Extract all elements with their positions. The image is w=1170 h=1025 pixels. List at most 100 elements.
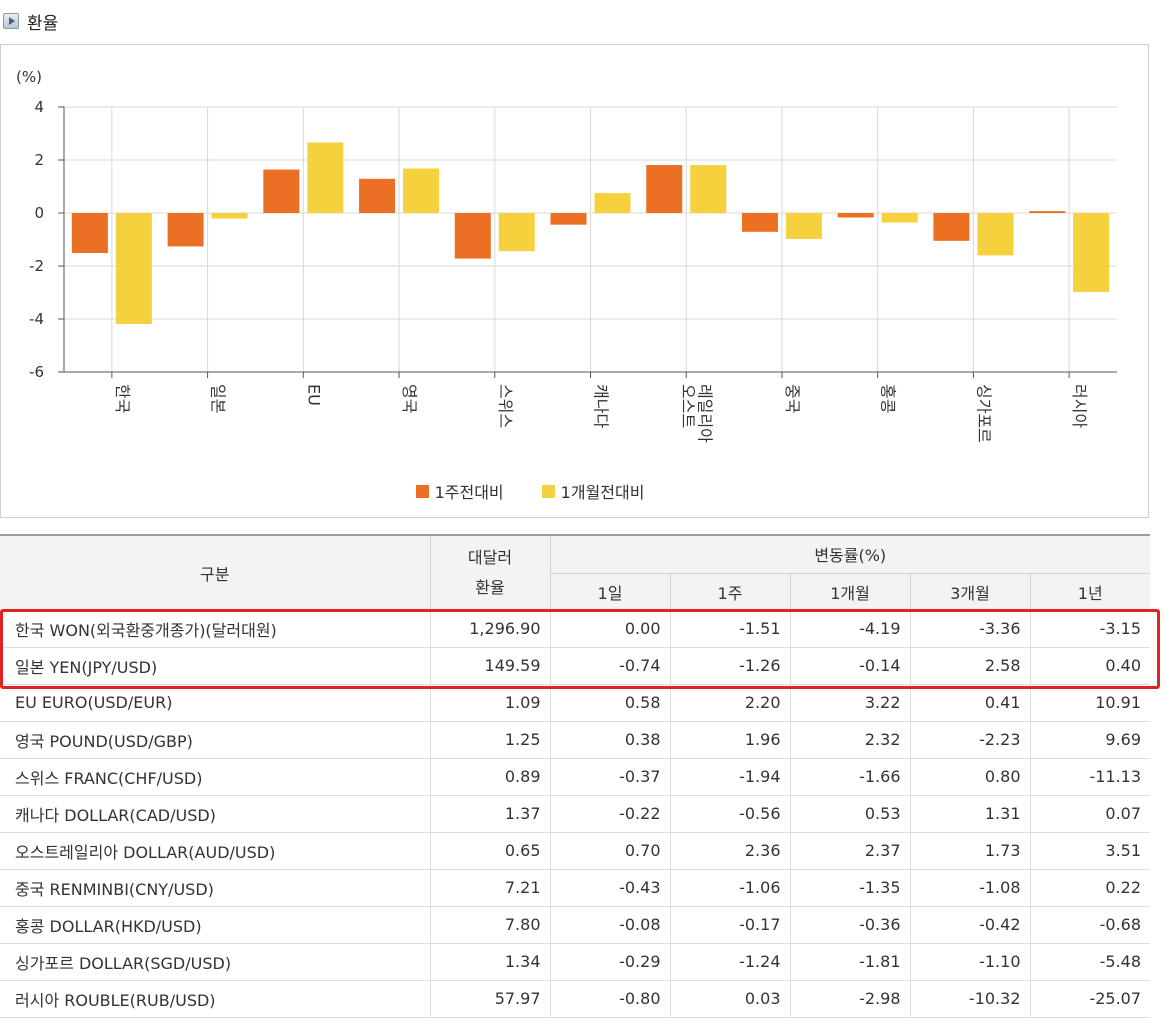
exchange-rate-chart: (%) 4 2 0 -2 -4 -6 한국 일본 EU 영국 스위스 캐나다 오스트 레일리아 중국 홍콩 싱가포… (0, 44, 1149, 518)
currency-name-cell: 영국 POUND(USD/GBP) (0, 720, 431, 759)
legend-label-monthly: 1개월전대비 (560, 483, 645, 502)
y-tick-label: -6 (29, 363, 44, 381)
x-tick-label-line: 한국 (113, 384, 132, 413)
change-rate-cell: -3.15 (1029, 609, 1151, 648)
x-tick-label-line: 중국 (783, 384, 802, 413)
change-rate-cell: -1.66 (789, 757, 911, 796)
currency-name-cell: 홍콩 DOLLAR(HKD/USD) (0, 905, 431, 944)
y-tick-label: -2 (29, 257, 44, 275)
x-tick-label-line: 일본 (209, 384, 228, 413)
change-rate-cell: -0.36 (789, 905, 911, 944)
y-tick-label: 4 (34, 98, 44, 116)
change-rate-cell: 0.41 (909, 683, 1031, 722)
table-row: 영국 POUND(USD/GBP) 1.25 0.38 1.96 2.32 -2.23 9.… (0, 720, 1151, 759)
header-period: 1개월 (789, 572, 911, 611)
change-rate-cell: -0.29 (549, 942, 671, 981)
bar-monthly (977, 213, 1014, 256)
exchange-rate-cell: 0.65 (429, 831, 551, 870)
change-rate-cell: -2.23 (909, 720, 1031, 759)
exchange-rate-cell: 149.59 (429, 646, 551, 685)
table-row: 싱가포르 DOLLAR(SGD/USD) 1.34 -0.29 -1.24 -1.81-… (0, 942, 1151, 981)
change-rate-cell: 0.00 (549, 609, 671, 648)
change-rate-cell: -0.74 (549, 646, 671, 685)
change-rate-cell: 2.37 (789, 831, 911, 870)
bar-weekly (454, 213, 491, 259)
bar-monthly (690, 165, 727, 213)
change-rate-cell: -1.10 (909, 942, 1031, 981)
section-header: 환율 (3, 9, 58, 34)
currency-name-cell: 한국 WON(외국환중개종가)(달러대원) (0, 609, 431, 648)
legend-item-weekly[interactable]: 1주전대비 (415, 479, 504, 503)
x-tick-label-line: 스위스 (496, 384, 515, 428)
exchange-rate-table: 구분 대달러 환율 변동률(%) 1일 1주 1개월 3개월 1년 한국 WON(외국환… (0, 534, 1151, 1018)
table-row: 러시아 ROUBLE(RUB/USD) 57.97 -0.80 0.03 -2.98 -1… (0, 979, 1151, 1018)
x-tick-label: 한국 (113, 384, 132, 413)
exchange-rate-cell: 0.89 (429, 757, 551, 796)
x-tick-label: 홍콩 (879, 384, 898, 413)
header-period: 1일 (550, 572, 671, 611)
currency-name-cell: 중국 RENMINBI(CNY/USD) (0, 868, 431, 907)
exchange-rate-cell: 7.21 (429, 868, 551, 907)
change-rate-cell: -4.19 (789, 609, 911, 648)
header-rate-line1: 대달러 (467, 547, 513, 567)
change-rate-cell: 0.07 (1029, 794, 1151, 833)
change-rate-cell: 10.91 (1029, 683, 1151, 722)
legend-item-monthly[interactable]: 1개월전대비 (541, 479, 645, 503)
bar-weekly (933, 213, 970, 241)
bar-monthly (211, 213, 248, 219)
x-tick-label: 오스트레일리아 (679, 384, 715, 443)
header-rate-line2: 환율 (475, 577, 505, 597)
currency-name-cell: 러시아 ROUBLE(RUB/USD) (0, 979, 431, 1018)
change-rate-cell: -1.94 (669, 757, 791, 796)
header-period: 1년 (1029, 572, 1151, 611)
chart-legend: 1주전대비 1개월전대비 (1, 479, 1059, 503)
x-tick-label: 영국 (400, 384, 419, 413)
x-tick-label: EU (304, 384, 323, 406)
bar-weekly (167, 213, 204, 247)
change-rate-cell: 0.38 (549, 720, 671, 759)
y-unit-label: (%) (16, 68, 42, 86)
bar-monthly (1073, 213, 1110, 292)
change-rate-cell: -2.98 (789, 979, 911, 1018)
play-arrow-icon (3, 13, 19, 29)
x-tick-label-line: 캐나다 (592, 384, 611, 428)
bar-weekly (263, 169, 300, 213)
currency-name-cell: 스위스 FRANC(CHF/USD) (0, 757, 431, 796)
change-rate-cell: 0.70 (549, 831, 671, 870)
bar-weekly (550, 213, 587, 225)
change-rate-cell: -3.36 (909, 609, 1031, 648)
bar-monthly (594, 193, 631, 213)
y-tick-label: -4 (29, 310, 44, 328)
change-rate-cell: -1.06 (669, 868, 791, 907)
change-rate-cell: -0.08 (549, 905, 671, 944)
table-row: 홍콩 DOLLAR(HKD/USD) 7.80 -0.08 -0.17 -0.36 -0.… (0, 905, 1151, 944)
exchange-rate-cell: 1.09 (429, 683, 551, 722)
table-row: 한국 WON(외국환중개종가)(달러대원) 1,296.90 0.00 -1.51 -4… (0, 609, 1151, 648)
bar-weekly (359, 178, 396, 213)
change-rate-cell: 9.69 (1029, 720, 1151, 759)
change-rate-cell: -1.26 (669, 646, 791, 685)
currency-name-cell: 싱가포르 DOLLAR(SGD/USD) (0, 942, 431, 981)
change-rate-cell: 1.73 (909, 831, 1031, 870)
currency-name-cell: 일본 YEN(JPY/USD) (0, 646, 431, 685)
x-tick-label: 싱가포르 (974, 384, 993, 443)
x-tick-label-line: 홍콩 (879, 384, 898, 413)
change-rate-cell: -0.42 (909, 905, 1031, 944)
change-rate-cell: 0.53 (789, 794, 911, 833)
currency-name-cell: 캐나다 DOLLAR(CAD/USD) (0, 794, 431, 833)
currency-name-cell: 오스트레일리아 DOLLAR(AUD/USD) (0, 831, 431, 870)
bar-weekly (1029, 211, 1066, 213)
exchange-rate-cell: 7.80 (429, 905, 551, 944)
bar-chart-svg: (%) 4 2 0 -2 -4 -6 한국 일본 EU 영국 스위스 캐나다 오스트레일리아 중국 홍콩 싱가포… (16, 68, 1117, 443)
x-tick-label: 스위스 (496, 384, 515, 428)
change-rate-cell: -0.14 (789, 646, 911, 685)
x-tick-label-line: 오스트 (679, 384, 698, 428)
exchange-rate-cell: 1.25 (429, 720, 551, 759)
header-change: 변동률(%) (549, 534, 1151, 574)
table-row: 일본 YEN(JPY/USD) 149.59 -0.74 -1.26 -0.14 2.58… (0, 646, 1151, 685)
table-row: 캐나다 DOLLAR(CAD/USD) 1.37 -0.22 -0.56 0.53 1.3… (0, 794, 1151, 833)
change-rate-cell: 2.20 (669, 683, 791, 722)
change-rate-cell: -0.80 (549, 979, 671, 1018)
x-tick-label-line: EU (304, 384, 323, 406)
table-row: EU EURO(USD/EUR) 1.09 0.58 2.20 3.22 0.41 10.9… (0, 683, 1151, 722)
